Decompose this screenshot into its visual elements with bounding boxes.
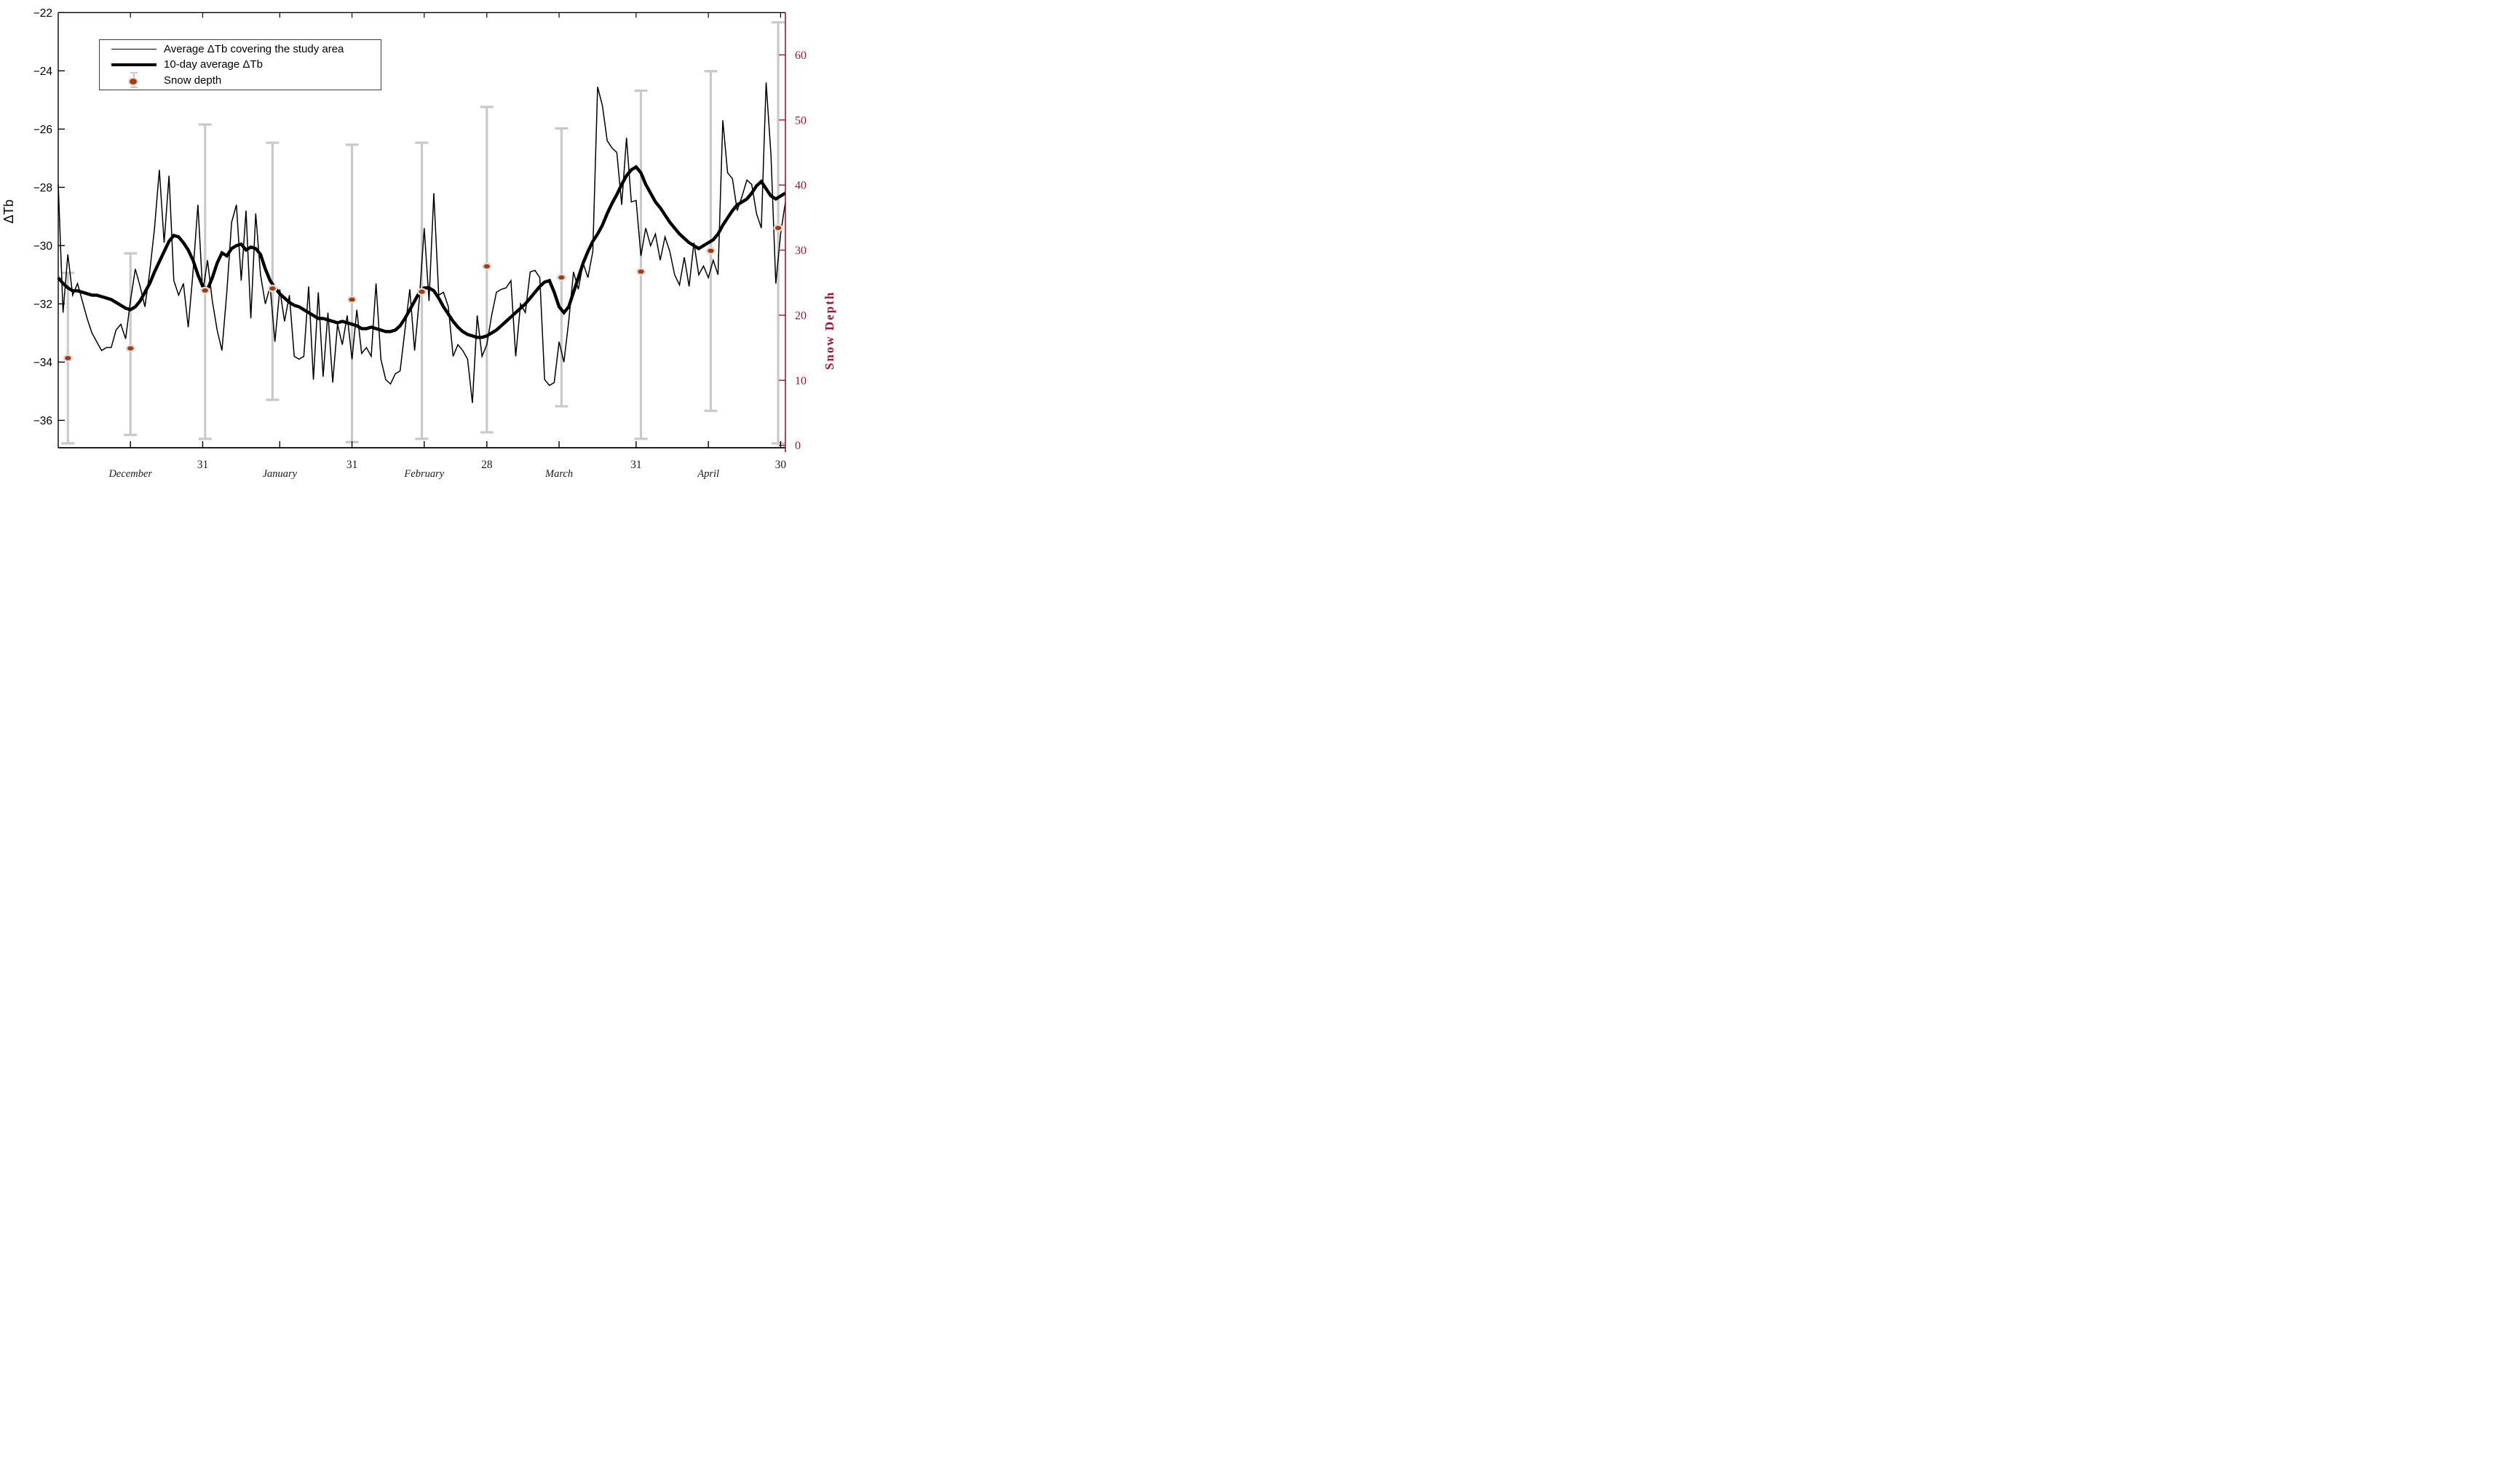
legend-label: Average ΔTb covering the study area: [164, 43, 344, 55]
left-tick-label: −34: [33, 357, 53, 369]
snow-depth-dot: [635, 267, 646, 276]
thick-line-sample-icon: [111, 63, 156, 66]
snow-depth-dot: [416, 288, 427, 296]
month-label: January: [263, 468, 298, 480]
right-tick-label: 0: [795, 440, 801, 452]
snow-depth-dot: [482, 262, 492, 271]
month-label: March: [544, 468, 573, 480]
snow-depth-dot: [705, 247, 716, 255]
snow-depth-dot: [267, 284, 278, 293]
snow-depth-dot: [773, 224, 783, 232]
legend-item-thick-line: 10-day average ΔTb: [100, 57, 381, 72]
thin-line-sample-icon: [111, 49, 156, 50]
right-tick-label: 30: [795, 245, 807, 257]
day-label: 28: [481, 459, 493, 471]
right-tick-label: 40: [795, 180, 807, 192]
daily-avg-dtb-line: [58, 82, 786, 403]
month-label: April: [697, 468, 719, 480]
right-tick-label: 10: [795, 375, 807, 387]
month-label: February: [403, 468, 444, 480]
day-label: 31: [346, 459, 358, 471]
snow-depth-marker-icon: [111, 72, 156, 88]
matlab-figure: −22 −24 −26 −28 −30 −32 −34 −36 0 10 20 30 40 50 60 Dec…: [0, 0, 840, 486]
chart-canvas: −22 −24 −26 −28 −30 −32 −34 −36 0 10 20 30 40 50 60 Dec…: [33, 7, 807, 480]
snow-depth-dot: [125, 344, 135, 352]
left-axis-title: ΔTb: [1, 199, 16, 224]
left-tick-label: −30: [33, 240, 53, 253]
legend-label: Snow depth: [164, 74, 222, 87]
left-tick-label: −24: [33, 66, 53, 78]
left-tick-label: −22: [33, 7, 52, 20]
day-label: 31: [630, 459, 642, 471]
month-label: December: [108, 468, 152, 480]
snow-depth-dot: [63, 354, 73, 363]
right-tick-label: 20: [795, 309, 807, 322]
snow-depth-dot: [200, 286, 210, 295]
snow-depth-dot: [556, 273, 566, 282]
left-tick-label: −36: [33, 415, 52, 427]
day-label: 31: [197, 459, 209, 471]
right-tick-label: 60: [795, 50, 807, 62]
legend-item-snow-depth: Snow depth: [100, 72, 381, 88]
snow-depth-dot: [346, 296, 357, 304]
left-tick-label: −26: [33, 124, 52, 136]
left-tick-label: −28: [33, 182, 52, 194]
right-axis-title: Snow Depth: [823, 290, 836, 370]
day-label: 30: [775, 459, 787, 471]
left-tick-label: −32: [33, 298, 52, 311]
legend-label: 10-day average ΔTb: [164, 58, 263, 71]
legend: Average ΔTb covering the study area 10-d…: [99, 39, 381, 90]
right-tick-label: 50: [795, 114, 807, 127]
legend-item-thin-line: Average ΔTb covering the study area: [100, 41, 381, 57]
